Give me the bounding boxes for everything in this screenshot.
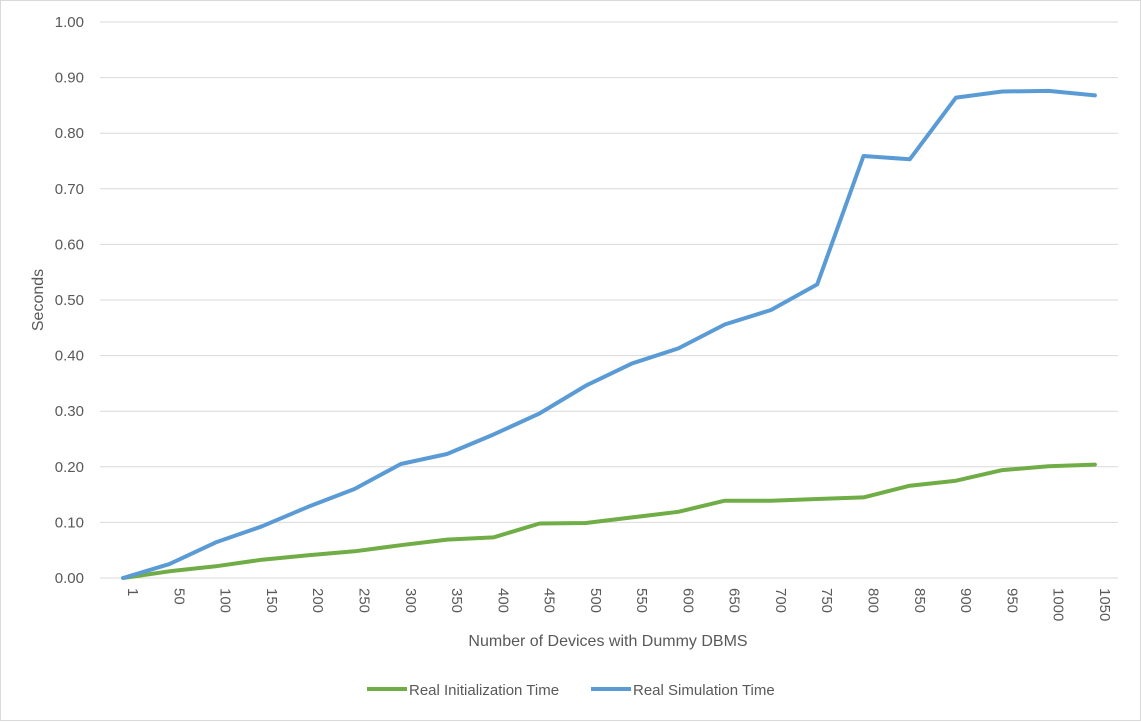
y-tick-label: 0.10 xyxy=(55,514,84,531)
x-tick-label: 550 xyxy=(633,588,650,613)
x-tick-label: 200 xyxy=(309,588,326,613)
x-tick-label: 150 xyxy=(263,588,280,613)
y-tick-label: 0.80 xyxy=(55,125,84,142)
x-tick-label: 700 xyxy=(772,588,789,613)
x-tick-label: 300 xyxy=(402,588,419,613)
x-tick-label: 850 xyxy=(911,588,928,613)
y-tick-label: 0.40 xyxy=(55,348,84,365)
y-axis-ticks: 0.00 0.10 0.20 0.30 0.40 0.50 0.60 0.70 0.80 0.90… xyxy=(55,14,84,587)
y-tick-label: 0.90 xyxy=(55,70,84,87)
series-line-1 xyxy=(121,88,1097,580)
x-tick-label: 450 xyxy=(541,588,558,613)
x-tick-label: 1 xyxy=(124,588,141,596)
x-tick-label: 900 xyxy=(957,588,974,613)
x-tick-label: 650 xyxy=(726,588,743,613)
y-tick-label: 0.70 xyxy=(55,181,84,198)
series-line-0 xyxy=(121,462,1097,580)
x-tick-label: 600 xyxy=(679,588,696,613)
y-tick-label: 0.00 xyxy=(55,570,84,587)
x-tick-label: 1000 xyxy=(1050,588,1067,621)
y-axis-title: Seconds xyxy=(30,269,47,331)
x-tick-label: 950 xyxy=(1003,588,1020,613)
x-tick-label: 100 xyxy=(217,588,234,613)
legend-label: Real Simulation Time xyxy=(633,682,775,699)
x-tick-label: 500 xyxy=(587,588,604,613)
x-tick-label: 1050 xyxy=(1096,588,1113,621)
y-tick-label: 0.30 xyxy=(55,403,84,420)
y-tick-label: 0.50 xyxy=(55,292,84,309)
x-tick-label: 250 xyxy=(356,588,373,613)
y-tick-label: 0.60 xyxy=(55,236,84,253)
legend-label: Real Initialization Time xyxy=(409,682,559,699)
x-tick-label: 350 xyxy=(448,588,465,613)
y-tick-label: 1.00 xyxy=(55,14,84,31)
x-tick-label: 750 xyxy=(818,588,835,613)
x-tick-label: 50 xyxy=(170,588,187,605)
x-axis-title: Number of Devices with Dummy DBMS xyxy=(468,633,747,650)
legend: Real Initialization Time Real Simulation … xyxy=(367,682,775,699)
x-tick-label: 400 xyxy=(494,588,511,613)
x-tick-label: 800 xyxy=(865,588,882,613)
x-axis-ticks: 1 50 100 150 200 250 300 350 400 450 500 550 600 650 7… xyxy=(124,588,1113,621)
y-tick-label: 0.20 xyxy=(55,459,84,476)
series-lines xyxy=(121,88,1097,580)
